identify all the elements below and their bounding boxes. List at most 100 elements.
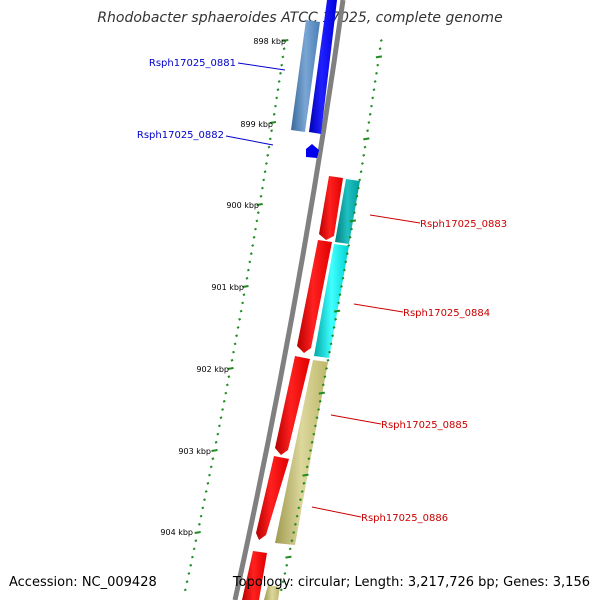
minor-tick: [281, 580, 285, 584]
minor-tick: [222, 399, 226, 403]
minor-tick: [363, 145, 367, 149]
minor-tick: [204, 490, 208, 493]
minor-tick: [208, 473, 211, 477]
gene-shape-red-1: [319, 176, 343, 240]
minor-tick: [293, 522, 297, 526]
tick-label-902: 902 kbp: [196, 365, 229, 374]
minor-tick: [321, 383, 325, 387]
callout-line-rsph17025-0884: [353, 303, 404, 313]
minor-tick: [348, 235, 352, 239]
minor-tick: [225, 383, 229, 387]
minor-tick: [378, 47, 382, 51]
minor-tick: [347, 244, 351, 247]
minor-tick: [189, 563, 193, 567]
minor-tick: [266, 153, 270, 157]
minor-tick: [236, 326, 240, 329]
minor-tick: [235, 334, 239, 338]
minor-tick: [276, 88, 280, 92]
minor-tick: [238, 317, 242, 321]
minor-tick: [199, 514, 203, 518]
minor-tick: [288, 547, 292, 551]
minor-tick: [341, 276, 345, 280]
minor-tick: [282, 47, 286, 51]
minor-tick: [245, 276, 249, 280]
minor-tick: [332, 326, 336, 329]
minor-tick: [242, 293, 246, 297]
minor-tick: [246, 268, 250, 272]
gene-label-rsph17025-0882[interactable]: Rsph17025_0882: [137, 130, 224, 141]
gene-shape-red-4: [256, 456, 289, 540]
minor-tick: [329, 342, 333, 346]
gene-shape-red-5: [242, 551, 267, 600]
minor-tick: [268, 137, 272, 141]
minor-tick: [274, 104, 277, 108]
gene-shape-red-3: [275, 356, 310, 455]
genome-meta-label: Topology: circular; Length: 3,217,726 bp…: [232, 575, 590, 590]
minor-tick: [376, 63, 380, 67]
minor-tick: [264, 162, 268, 165]
minor-tick: [209, 465, 213, 469]
gene-label-rsph17025-0886[interactable]: Rsph17025_0886: [361, 513, 448, 524]
minor-tick: [255, 219, 259, 223]
minor-tick: [279, 71, 282, 75]
minor-tick: [302, 481, 306, 485]
minor-tick: [206, 481, 210, 485]
minor-tick: [344, 260, 348, 264]
minor-tick: [340, 285, 343, 288]
minor-tick: [263, 170, 267, 174]
minor-tick: [211, 457, 215, 461]
tick-label-904: 904 kbp: [160, 528, 193, 537]
gene-shape-rsph17025-0881: [291, 20, 320, 132]
minor-tick: [315, 416, 319, 420]
minor-tick: [192, 547, 196, 551]
gene-shape-red-2: [297, 240, 332, 353]
minor-tick: [197, 522, 201, 526]
major-tick: [211, 449, 218, 452]
minor-tick: [323, 375, 327, 379]
minor-tick: [317, 408, 321, 411]
minor-tick: [190, 555, 194, 559]
tick-marks-outer: [183, 39, 289, 592]
callout-lines: [225, 62, 421, 518]
minor-tick: [262, 178, 266, 182]
minor-tick: [354, 203, 358, 206]
minor-tick: [371, 96, 375, 100]
minor-tick: [224, 391, 228, 395]
minor-tick: [260, 186, 264, 190]
tick-label-899: 899 kbp: [240, 120, 273, 129]
gene-shape-forward-upper: [309, 0, 337, 134]
minor-tick: [249, 252, 253, 256]
major-tick: [318, 391, 325, 395]
gene-label-rsph17025-0881[interactable]: Rsph17025_0881: [149, 58, 236, 69]
tick-label-900: 900 kbp: [226, 201, 259, 210]
minor-tick: [194, 539, 198, 543]
minor-tick: [203, 498, 206, 502]
minor-tick: [367, 121, 371, 124]
gene-label-rsph17025-0883[interactable]: Rsph17025_0883: [420, 219, 507, 230]
minor-tick: [350, 227, 353, 231]
gene-label-rsph17025-0884[interactable]: Rsph17025_0884: [403, 308, 490, 319]
callout-line-rsph17025-0886: [311, 506, 362, 518]
minor-tick: [325, 367, 328, 370]
gene-shape-rsph17025-0882: [306, 144, 319, 158]
minor-tick: [342, 268, 346, 272]
major-tick: [282, 39, 289, 42]
minor-tick: [290, 539, 294, 543]
minor-tick: [256, 211, 260, 215]
major-tick: [242, 285, 249, 288]
minor-tick: [310, 440, 314, 444]
map-title: Rhodobacter sphaeroides ATCC 17025, comp…: [97, 10, 503, 26]
minor-tick: [214, 440, 218, 444]
major-tick: [256, 203, 263, 206]
minor-tick: [345, 252, 349, 256]
tick-label-903: 903 kbp: [178, 447, 211, 456]
minor-tick: [297, 506, 301, 510]
minor-tick: [313, 424, 317, 428]
gene-label-rsph17025-0885[interactable]: Rsph17025_0885: [381, 420, 468, 431]
minor-tick: [366, 129, 370, 133]
minor-tick: [275, 96, 279, 100]
minor-tick: [283, 572, 287, 575]
minor-tick: [360, 162, 364, 165]
genome-backbone: [232, 0, 346, 600]
